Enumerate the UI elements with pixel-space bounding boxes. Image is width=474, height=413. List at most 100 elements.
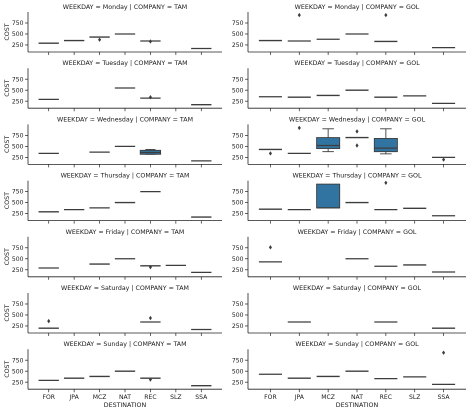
panel-title-tuesday-tam: WEEKDAY = Tuesday | COMPANY = TAM <box>62 60 187 67</box>
panel-wednesday-tam: WEEKDAY = Wednesday | COMPANY = TAM 250 50… <box>4 116 222 168</box>
y-tick-label: 750 <box>232 189 244 196</box>
box-wednesday-gol-jpa <box>287 125 311 155</box>
x-tick-label-rec: REC <box>380 394 392 401</box>
outlier-point <box>297 12 301 18</box>
box-sunday-gol-ssa <box>432 350 456 386</box>
y-tick-label: 500 <box>12 312 24 319</box>
x-tick-label-nat: NAT <box>351 394 363 401</box>
y-tick-label: 250 <box>232 42 244 49</box>
box-monday-gol-jpa <box>287 12 311 42</box>
x-tick-label-for: FOR <box>42 394 55 401</box>
panel-title-thursday-gol: WEEKDAY = Thursday | COMPANY = GOL <box>292 173 422 180</box>
y-tick-label: 250 <box>12 42 24 49</box>
outlier-point <box>148 264 152 270</box>
outlier-point <box>148 39 152 44</box>
y-tick-label: 500 <box>12 87 24 94</box>
box-body <box>316 183 341 209</box>
panel-sunday-tam: WEEKDAY = Sunday | COMPANY = TAM 250 500 75… <box>4 341 222 409</box>
outlier-point <box>384 12 388 18</box>
panel-saturday-tam: WEEKDAY = Saturday | COMPANY = TAM 250 500… <box>4 285 222 336</box>
y-tick-label: 500 <box>12 256 24 263</box>
box-friday-gol-for <box>258 245 282 263</box>
y-tick-label: 500 <box>12 368 24 375</box>
y-tick-label: 750 <box>232 301 244 308</box>
box-monday-tam-rec <box>140 39 161 44</box>
box-wednesday-gol-ssa <box>432 156 456 162</box>
box-wednesday-gol-for <box>258 148 282 156</box>
outlier-point <box>442 350 446 355</box>
outlier-point <box>442 157 446 162</box>
box-saturday-tam-rec <box>140 315 161 323</box>
panel-title-tuesday-gol: WEEKDAY = Tuesday | COMPANY = GOL <box>294 60 420 67</box>
y-axis-label: COST <box>4 192 11 209</box>
panel-title-monday-tam: WEEKDAY = Monday | COMPANY = TAM <box>63 4 187 11</box>
outlier-point <box>98 37 102 42</box>
panel-monday-gol: WEEKDAY = Monday | COMPANY = GOL 250 500 75… <box>232 4 466 55</box>
y-axis-label: COST <box>4 136 11 153</box>
box-wednesday-tam-rec <box>139 149 162 155</box>
panel-title-sunday-tam: WEEKDAY = Sunday | COMPANY = TAM <box>63 341 186 348</box>
outlier-point <box>268 151 272 156</box>
x-tick-label-slz: SLZ <box>409 394 420 401</box>
box-wednesday-gol-rec <box>373 128 398 155</box>
y-tick-label: 750 <box>232 357 244 364</box>
box-thursday-gol-mcz <box>316 183 341 209</box>
box-sunday-tam-rec <box>140 377 161 382</box>
x-axis-label: DESTINATION <box>336 402 379 409</box>
outlier-point <box>148 377 152 382</box>
panel-title-wednesday-gol: WEEKDAY = Wednesday | COMPANY = GOL <box>289 116 426 123</box>
box-monday-gol-rec <box>374 12 398 43</box>
box-body <box>316 137 341 150</box>
box-thursday-gol-rec <box>374 180 398 211</box>
panel-tuesday-gol: WEEKDAY = Tuesday | COMPANY = GOL 250 500 7… <box>232 60 466 112</box>
y-tick-label: 250 <box>232 379 244 386</box>
panel-title-monday-gol: WEEKDAY = Monday | COMPANY = GOL <box>295 4 420 11</box>
panel-monday-tam: WEEKDAY = Monday | COMPANY = TAM 250 500 75… <box>4 4 222 55</box>
outlier-point <box>297 125 301 131</box>
x-tick-label-mcz: MCZ <box>321 394 335 401</box>
panel-tuesday-tam: WEEKDAY = Tuesday | COMPANY = TAM 250 500 7… <box>4 60 222 112</box>
x-tick-label-mcz: MCZ <box>93 394 107 401</box>
panel-saturday-gol: WEEKDAY = Saturday | COMPANY = GOL 250 500… <box>232 285 466 336</box>
panel-title-friday-tam: WEEKDAY = Friday | COMPANY = TAM <box>66 229 185 236</box>
y-axis-label: COST <box>4 360 11 377</box>
x-tick-label-for: FOR <box>264 394 277 401</box>
y-tick-label: 250 <box>12 98 24 105</box>
y-tick-label: 250 <box>12 323 24 330</box>
box-friday-tam-rec <box>140 264 161 270</box>
y-tick-label: 500 <box>232 31 244 38</box>
y-tick-label: 250 <box>12 211 24 218</box>
panel-title-friday-gol: WEEKDAY = Friday | COMPANY = GOL <box>298 229 417 236</box>
y-tick-label: 500 <box>12 143 24 150</box>
x-tick-label-ssa: SSA <box>195 394 208 401</box>
box-tuesday-tam-rec <box>140 95 161 100</box>
box-monday-tam-mcz <box>89 36 110 42</box>
y-tick-label: 750 <box>12 189 24 196</box>
box-saturday-tam-for <box>38 318 59 329</box>
outlier-point <box>47 318 51 324</box>
y-tick-label: 500 <box>232 200 244 207</box>
y-tick-label: 750 <box>12 20 24 27</box>
y-axis-label: COST <box>4 79 11 96</box>
y-tick-label: 750 <box>12 132 24 139</box>
y-axis-label: COST <box>4 248 11 265</box>
y-tick-label: 750 <box>232 132 244 139</box>
y-tick-label: 750 <box>12 301 24 308</box>
panel-title-sunday-gol: WEEKDAY = Sunday | COMPANY = GOL <box>295 341 419 348</box>
y-tick-label: 500 <box>232 256 244 263</box>
panel-friday-tam: WEEKDAY = Friday | COMPANY = TAM 250 500 75… <box>4 229 222 280</box>
panel-friday-gol: WEEKDAY = Friday | COMPANY = GOL 250 500 75… <box>232 229 466 280</box>
y-tick-label: 750 <box>232 245 244 252</box>
outlier-point <box>355 143 359 148</box>
y-tick-label: 750 <box>12 245 24 252</box>
y-tick-label: 250 <box>12 267 24 274</box>
outlier-point <box>148 315 152 321</box>
y-tick-label: 500 <box>12 31 24 38</box>
panel-thursday-tam: WEEKDAY = Thursday | COMPANY = TAM 250 500… <box>4 173 222 224</box>
outlier-point <box>268 245 272 250</box>
y-tick-label: 250 <box>12 154 24 161</box>
x-tick-label-slz: SLZ <box>170 394 181 401</box>
y-tick-label: 750 <box>12 76 24 83</box>
x-tick-label-nat: NAT <box>119 394 131 401</box>
y-tick-label: 750 <box>232 20 244 27</box>
